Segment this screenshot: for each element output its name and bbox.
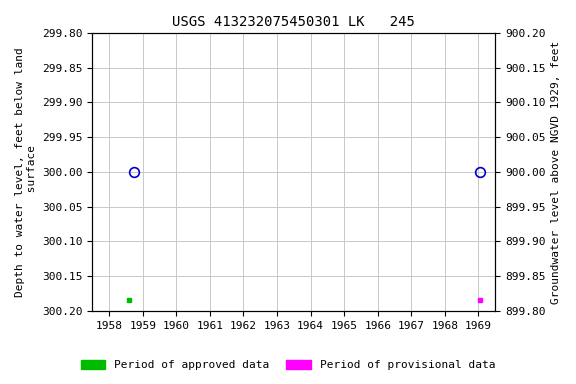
Title: USGS 413232075450301 LK   245: USGS 413232075450301 LK 245 — [172, 15, 415, 29]
Y-axis label: Groundwater level above NGVD 1929, feet: Groundwater level above NGVD 1929, feet — [551, 40, 561, 303]
Y-axis label: Depth to water level, feet below land
 surface: Depth to water level, feet below land su… — [15, 47, 37, 297]
Legend: Period of approved data, Period of provisional data: Period of approved data, Period of provi… — [77, 356, 499, 375]
